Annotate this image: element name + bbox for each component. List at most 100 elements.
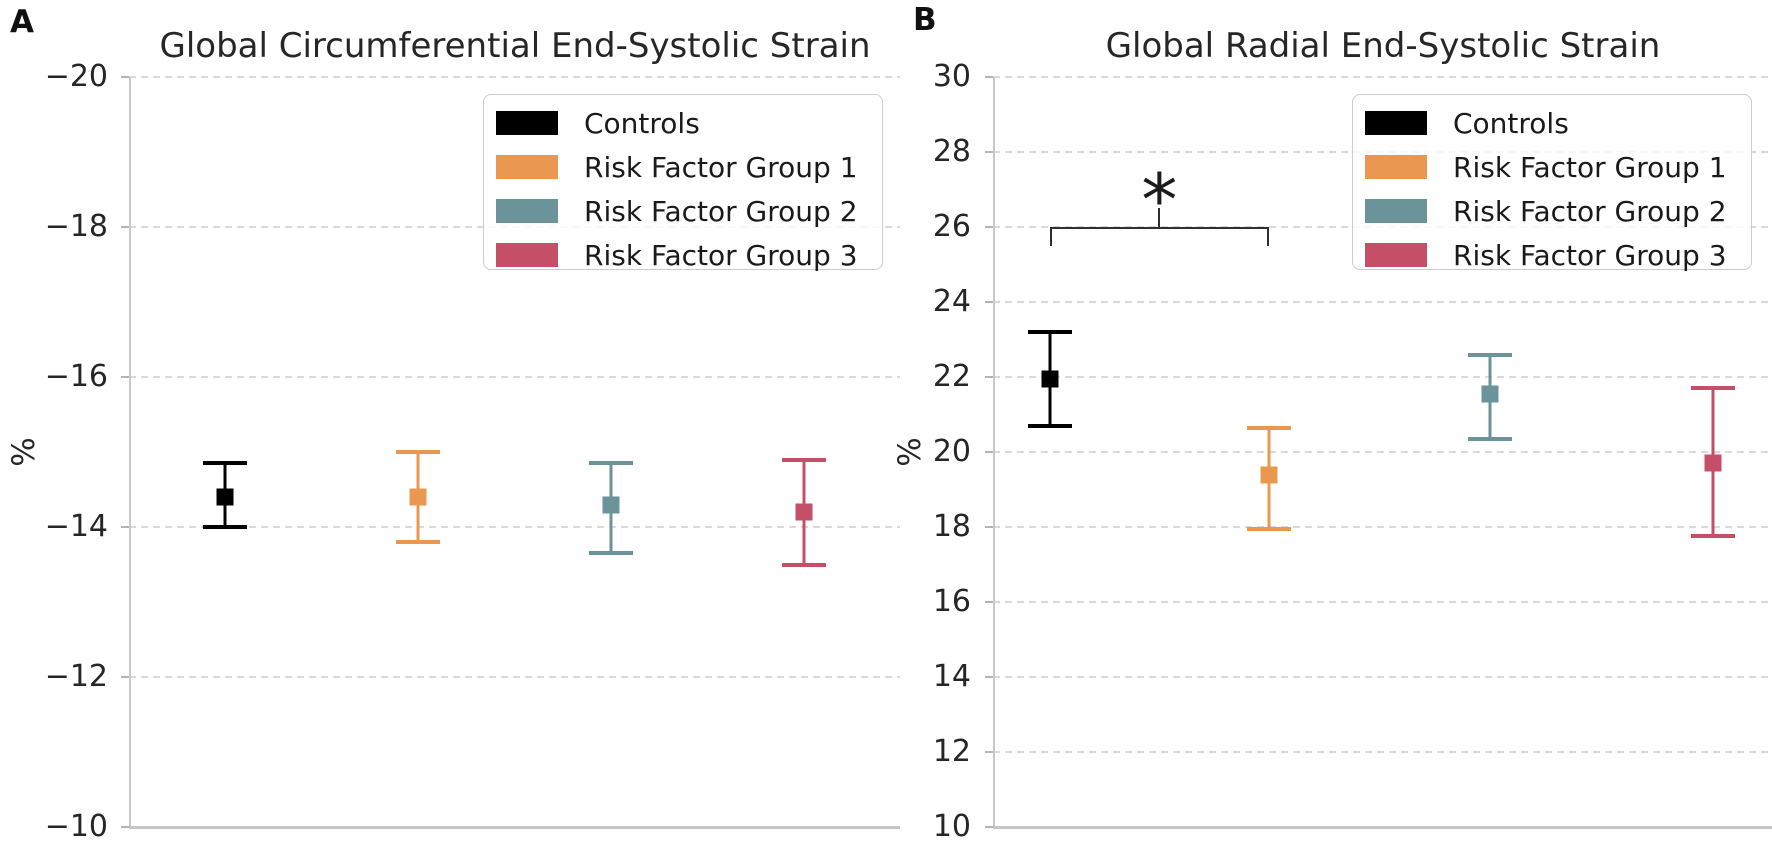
legend-label: Controls bbox=[1453, 106, 1569, 140]
y-gridline bbox=[993, 226, 1772, 228]
panel-a-label: A bbox=[10, 4, 34, 40]
y-tick-label: −10 bbox=[44, 809, 108, 844]
error-bar-line bbox=[1488, 354, 1492, 439]
error-bar-cap-top bbox=[203, 461, 248, 466]
y-tick-mark bbox=[121, 676, 129, 678]
error-bar-line bbox=[416, 452, 420, 542]
y-gridline bbox=[993, 151, 1772, 153]
legend-label: Risk Factor Group 3 bbox=[1453, 238, 1727, 272]
y-axis-spine bbox=[993, 77, 995, 827]
legend-item: Risk Factor Group 2 bbox=[1353, 189, 1751, 233]
y-tick-mark bbox=[985, 676, 993, 678]
error-bar-cap-bottom bbox=[1690, 534, 1735, 539]
y-gridline bbox=[993, 376, 1772, 378]
y-gridline bbox=[129, 676, 900, 678]
mean-marker bbox=[1260, 466, 1278, 483]
y-tick-mark bbox=[985, 451, 993, 453]
y-gridline bbox=[129, 526, 900, 528]
y-tick-label: 16 bbox=[932, 584, 971, 619]
mean-marker bbox=[409, 488, 427, 506]
y-tick-mark bbox=[121, 826, 129, 828]
significance-bracket-bar bbox=[1049, 227, 1269, 229]
error-bar-cap-top bbox=[1690, 386, 1735, 391]
y-gridline bbox=[993, 451, 1772, 453]
y-tick-label: 30 bbox=[932, 59, 971, 94]
legend-swatch bbox=[1365, 243, 1427, 267]
y-tick-label: −14 bbox=[44, 509, 108, 544]
y-tick-mark bbox=[985, 301, 993, 303]
mean-marker bbox=[1704, 454, 1722, 472]
error-bar-cap-top bbox=[396, 450, 441, 454]
legend-label: Controls bbox=[584, 106, 700, 140]
y-tick-label: 26 bbox=[932, 209, 971, 244]
y-tick-label: 22 bbox=[932, 359, 971, 394]
y-tick-label: 14 bbox=[932, 659, 971, 694]
error-bar-cap-bottom bbox=[203, 525, 248, 529]
legend-swatch bbox=[496, 111, 558, 135]
y-tick-mark bbox=[985, 226, 993, 228]
y-tick-label: −12 bbox=[44, 659, 108, 694]
panel-a-legend: Controls Risk Factor Group 1 Risk Factor G… bbox=[483, 94, 883, 272]
y-tick-mark bbox=[121, 376, 129, 378]
y-tick-label: −18 bbox=[44, 209, 108, 244]
panel-a-title: Global Circumferential End-Systolic Stra… bbox=[159, 26, 871, 66]
y-gridline bbox=[993, 676, 1772, 678]
significance-bracket-center-tick bbox=[1158, 208, 1161, 227]
y-gridline bbox=[993, 76, 1772, 78]
y-tick-label: 18 bbox=[932, 509, 971, 544]
y-tick-mark bbox=[985, 76, 993, 78]
error-bar-line bbox=[609, 463, 613, 554]
error-bar-cap-bottom bbox=[396, 540, 441, 544]
y-gridline bbox=[993, 601, 1772, 603]
y-gridline bbox=[129, 826, 900, 828]
error-bar-line bbox=[1711, 388, 1715, 537]
panel-b-legend: Controls Risk Factor Group 1 Risk Factor G… bbox=[1352, 94, 1752, 272]
y-gridline bbox=[129, 76, 900, 78]
y-tick-mark bbox=[985, 601, 993, 603]
y-tick-mark bbox=[121, 76, 129, 78]
legend-item: Risk Factor Group 1 bbox=[1353, 145, 1751, 189]
mean-marker bbox=[1481, 385, 1499, 403]
panel-b-title: Global Radial End-Systolic Strain bbox=[1105, 26, 1661, 66]
legend-label: Risk Factor Group 2 bbox=[584, 194, 858, 228]
y-tick-mark bbox=[121, 226, 129, 228]
error-bar-cap-top bbox=[781, 457, 826, 462]
y-tick-label: 12 bbox=[932, 734, 971, 769]
legend-swatch bbox=[1365, 199, 1427, 223]
error-bar-cap-bottom bbox=[1027, 423, 1072, 428]
y-gridline bbox=[993, 751, 1772, 753]
y-tick-label: 24 bbox=[932, 284, 971, 319]
y-tick-label: −20 bbox=[44, 59, 108, 94]
legend-swatch bbox=[496, 155, 558, 179]
y-tick-label: 10 bbox=[932, 809, 971, 844]
legend-item: Risk Factor Group 3 bbox=[1353, 233, 1751, 277]
mean-marker bbox=[1041, 370, 1059, 388]
y-axis-spine bbox=[129, 77, 131, 827]
error-bar-cap-top bbox=[1246, 425, 1291, 430]
error-bar-cap-bottom bbox=[1246, 526, 1291, 531]
legend-swatch bbox=[1365, 155, 1427, 179]
y-gridline bbox=[993, 526, 1772, 528]
legend-label: Risk Factor Group 1 bbox=[1453, 150, 1727, 184]
y-tick-label: −16 bbox=[44, 359, 108, 394]
y-gridline bbox=[993, 826, 1772, 828]
y-tick-mark bbox=[985, 751, 993, 753]
error-bar-line bbox=[1048, 332, 1052, 426]
mean-marker bbox=[795, 503, 813, 521]
significance-bracket-end-right bbox=[1266, 227, 1269, 246]
error-bar-cap-bottom bbox=[588, 551, 633, 556]
legend-swatch bbox=[496, 199, 558, 223]
y-tick-mark bbox=[985, 376, 993, 378]
error-bar-cap-bottom bbox=[1468, 436, 1512, 441]
error-bar-cap-bottom bbox=[781, 562, 826, 567]
error-bar-cap-top bbox=[588, 461, 633, 466]
x-axis-spine bbox=[993, 826, 1772, 829]
y-gridline bbox=[129, 226, 900, 228]
mean-marker bbox=[602, 496, 620, 513]
panel-a-y-axis-label: % bbox=[6, 437, 42, 467]
significance-bracket-end-left bbox=[1049, 227, 1052, 246]
legend-label: Risk Factor Group 3 bbox=[584, 238, 858, 272]
